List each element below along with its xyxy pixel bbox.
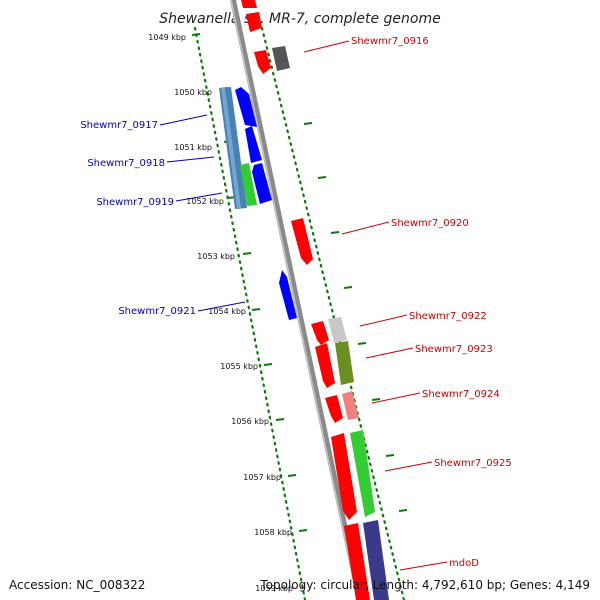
tick-mark bbox=[385, 454, 395, 457]
tick-label: 1059 kbp bbox=[255, 584, 293, 593]
gene-arrow-0918a bbox=[245, 126, 262, 163]
tick-mark bbox=[330, 231, 340, 234]
tick-label: 1052 kbp bbox=[186, 197, 224, 206]
reverse-features bbox=[219, 87, 297, 320]
gene-arrow-0917 bbox=[235, 87, 257, 127]
gene-label: Shewmr7_0924 bbox=[422, 389, 500, 400]
tick-label: 1050 kbp bbox=[174, 88, 212, 97]
tick-mark bbox=[371, 398, 381, 401]
gene-label: mdoD bbox=[449, 558, 479, 569]
tick-mark bbox=[303, 122, 313, 125]
gene-arrow-mdod bbox=[344, 523, 370, 600]
gene-arrow-0923 bbox=[315, 343, 335, 388]
gene-label: Shewmr7_0925 bbox=[434, 458, 512, 469]
gene-arrow-0924 bbox=[325, 395, 343, 423]
gene-arrow-0924-pink bbox=[342, 391, 359, 420]
tick-label: 1058 kbp bbox=[254, 528, 292, 537]
accession-text: Accession: NC_008322 bbox=[9, 578, 146, 592]
tick-mark bbox=[242, 252, 252, 255]
gene-label: Shewmr7_0919 bbox=[96, 197, 174, 208]
gene-arrow-mdod-navy bbox=[363, 520, 389, 600]
tick-label: 1054 kbp bbox=[208, 307, 246, 316]
gene-label: Shewmr7_0921 bbox=[118, 306, 196, 317]
tick-mark bbox=[287, 474, 297, 477]
tick-mark bbox=[317, 176, 327, 179]
gene-arrow-0921 bbox=[279, 270, 297, 320]
tick-label: 1056 kbp bbox=[231, 417, 269, 426]
tick-mark bbox=[357, 342, 367, 345]
tick-mark bbox=[263, 363, 273, 366]
gene-label: Shewmr7_0918 bbox=[87, 158, 165, 169]
forward-features bbox=[241, 0, 389, 600]
gene-arrow-0925 bbox=[331, 433, 357, 520]
inner-dotted-track bbox=[193, 26, 307, 600]
gene-labels: Shewmr7_0916 Shewmr7_0917 Shewmr7_0918 S… bbox=[80, 36, 511, 569]
tick-mark bbox=[343, 286, 353, 289]
gene-arrow-0916-gray bbox=[272, 46, 290, 71]
tick-labels: 1049 kbp 1050 kbp 1051 kbp 1052 kbp 1053… bbox=[148, 33, 293, 593]
gene-arrow-0920 bbox=[291, 218, 313, 265]
tick-label: 1057 kbp bbox=[243, 473, 281, 482]
tick-mark bbox=[398, 509, 408, 512]
tick-label: 1055 kbp bbox=[220, 362, 258, 371]
gene-label: Shewmr7_0917 bbox=[80, 120, 158, 131]
tick-label: 1049 kbp bbox=[148, 33, 186, 42]
gene-arrow-top bbox=[246, 12, 262, 32]
genome-backbone bbox=[230, 0, 363, 600]
tick-mark bbox=[275, 418, 285, 421]
gene-arrow-0922 bbox=[311, 321, 329, 345]
gene-label: Shewmr7_0916 bbox=[351, 36, 429, 47]
genome-summary-text: Topology: circular; Length: 4,792,610 bp… bbox=[260, 578, 590, 592]
gene-label: Shewmr7_0922 bbox=[409, 311, 487, 322]
gene-arrow-0922-gray bbox=[328, 317, 347, 343]
tick-mark bbox=[191, 33, 201, 36]
tick-mark bbox=[298, 529, 308, 532]
tick-label: 1051 kbp bbox=[174, 143, 212, 152]
tick-mark bbox=[251, 308, 261, 311]
tick-label: 1053 kbp bbox=[197, 252, 235, 261]
gene-arrow-0919 bbox=[252, 163, 272, 204]
map-title: Shewanella sp. MR-7, complete genome bbox=[159, 11, 440, 27]
outer-dotted-track bbox=[260, 26, 406, 600]
gene-label: Shewmr7_0923 bbox=[415, 344, 493, 355]
gene-arrow-0916 bbox=[254, 50, 271, 74]
gene-arrow-0925-green bbox=[350, 430, 375, 517]
leader-lines bbox=[159, 40, 448, 571]
gene-arrow-0918b bbox=[240, 163, 257, 206]
gene-label: Shewmr7_0920 bbox=[391, 218, 469, 229]
tick-marks bbox=[191, 33, 408, 532]
gene-arrow-0923-olive bbox=[335, 341, 354, 385]
